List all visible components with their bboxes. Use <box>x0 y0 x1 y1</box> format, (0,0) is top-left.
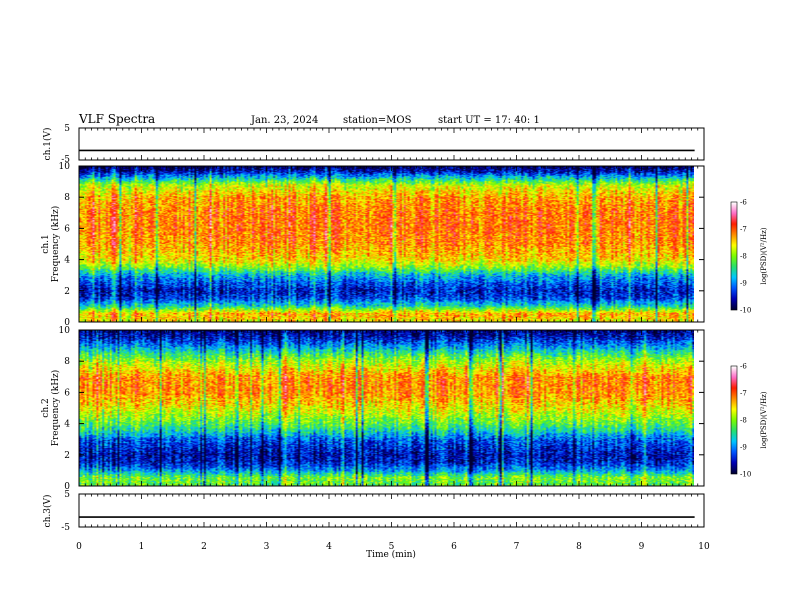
ch3-waveform-panel: 5 -5 ch.3(V) <box>42 490 705 533</box>
freq-tick-label: 0 <box>64 482 70 492</box>
colorbar-tick-label: -8 <box>740 417 747 425</box>
time-tick-label: 0 <box>76 542 82 552</box>
ch1-waveform-ylabel: ch.1(V) <box>42 128 53 161</box>
colorbar-tick-label: -9 <box>740 280 747 288</box>
freq-tick-label: 10 <box>59 326 71 336</box>
ch1-freq-ylabel: Frequency (kHz) <box>50 206 61 283</box>
freq-tick-label: 4 <box>64 420 70 430</box>
date-label: Jan. 23, 2024 <box>250 115 318 126</box>
time-tick-label: 5 <box>389 542 395 552</box>
ch3-ytick-top: 5 <box>64 490 70 500</box>
time-tick-label: 9 <box>639 542 645 552</box>
freq-tick-label: 2 <box>64 451 70 461</box>
time-tick-label: 7 <box>514 542 520 552</box>
time-tick-label: 3 <box>264 542 270 552</box>
freq-tick-label: 4 <box>64 256 70 266</box>
ch1-spectrogram-image <box>79 166 694 322</box>
freq-tick-label: 6 <box>64 224 70 234</box>
ch2-colorbar <box>731 366 737 474</box>
figure-title: VLF Spectra <box>78 112 155 126</box>
time-tick-label: 8 <box>576 542 582 552</box>
time-tick-label: 2 <box>201 542 207 552</box>
start-ut-label: start UT = 17: 40: 1 <box>438 115 540 126</box>
freq-tick-label: 8 <box>64 193 70 203</box>
colorbar-tick-label: -7 <box>740 226 747 234</box>
colorbar-tick-label: -6 <box>740 199 747 207</box>
freq-tick-label: 8 <box>64 357 70 367</box>
ch2-spectrogram-image <box>79 330 694 486</box>
ch1-spectrogram-panel: 0 2 4 6 8 10 ch.1 Frequency (kHz) -6 -7 -8 -9 -10… <box>41 162 768 328</box>
ch1-colorbar <box>731 202 737 310</box>
colorbar-tick-label: -6 <box>740 363 747 371</box>
ch2-spectrogram-panel: 0 2 4 6 8 10 ch.2 Frequency (kHz) -6 -7 -8 -9 -10… <box>41 326 768 492</box>
colorbar-tick-label: -9 <box>740 444 747 452</box>
time-axis-label: Time (min) <box>366 549 416 560</box>
ch2-channel-label: ch.2 <box>41 398 51 417</box>
ch1-channel-label: ch.1 <box>41 234 51 253</box>
colorbar-tick-label: -7 <box>740 390 747 398</box>
ch1-ytick-top: 5 <box>64 124 70 134</box>
ch1-colorbar-label: log(PSD)(V²/Hz) <box>760 227 768 284</box>
freq-tick-label: 0 <box>64 318 70 328</box>
time-tick-label: 10 <box>698 542 710 552</box>
ch1-waveform-panel: 5 -5 ch.1(V) <box>42 124 705 165</box>
time-tick-label: 4 <box>326 542 332 552</box>
freq-tick-label: 10 <box>59 162 71 172</box>
colorbar-tick-label: -10 <box>740 471 751 479</box>
colorbar-tick-label: -8 <box>740 253 747 261</box>
ch2-colorbar-label: log(PSD)(V²/Hz) <box>760 391 768 448</box>
colorbar-tick-label: -10 <box>740 307 751 315</box>
ch1-ytick-bottom: -5 <box>61 155 70 165</box>
freq-tick-label: 2 <box>64 287 70 297</box>
station-label: station=MOS <box>343 115 412 126</box>
time-tick-label: 1 <box>139 542 145 552</box>
time-tick-label: 6 <box>451 542 457 552</box>
ch3-waveform-ylabel: ch.3(V) <box>42 495 53 528</box>
ch3-ytick-bottom: -5 <box>61 523 70 533</box>
freq-tick-label: 6 <box>64 388 70 398</box>
time-axis: 0 1 2 3 4 5 6 7 8 9 10 <box>76 128 710 552</box>
ch2-freq-ylabel: Frequency (kHz) <box>50 370 61 447</box>
